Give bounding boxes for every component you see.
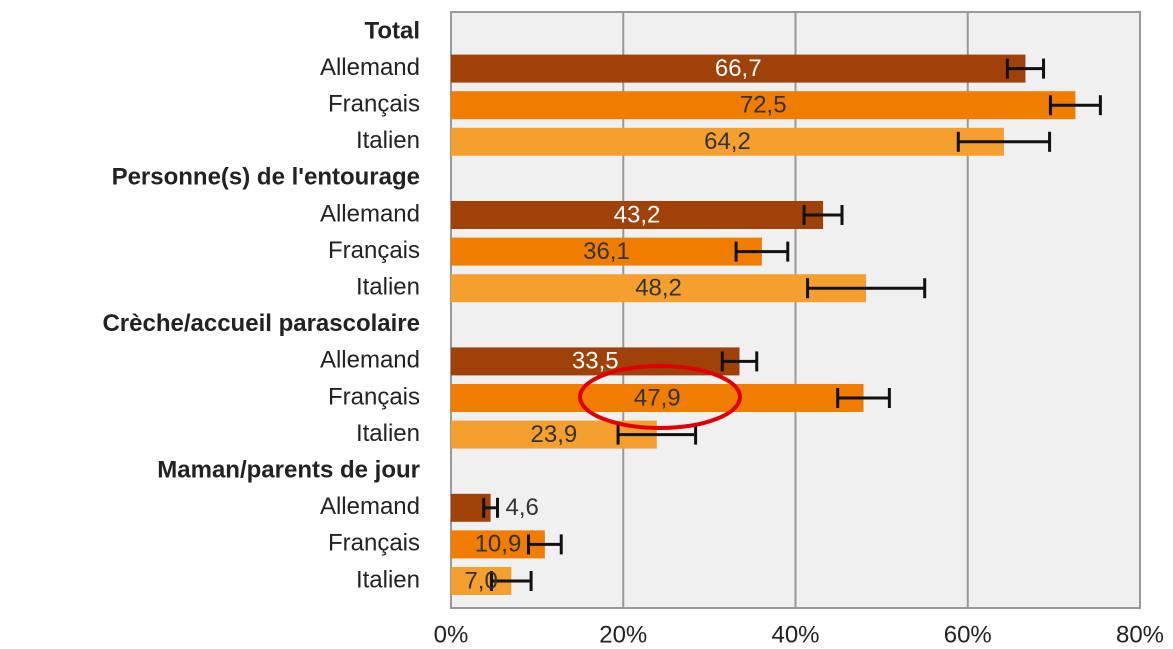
group-label: Total bbox=[364, 17, 420, 44]
group-label: Personne(s) de l'entourage bbox=[112, 164, 420, 191]
value-label: 72,5 bbox=[740, 92, 787, 119]
row-label: Italien bbox=[356, 566, 420, 593]
x-tick-label: 60% bbox=[944, 621, 992, 648]
x-tick-label: 80% bbox=[1116, 621, 1164, 648]
annotation-circle bbox=[578, 364, 742, 430]
bar bbox=[451, 237, 762, 266]
row-label: Allemand bbox=[320, 200, 420, 227]
group-label: Crèche/accueil parascolaire bbox=[102, 310, 420, 337]
row-label: Allemand bbox=[320, 54, 420, 81]
value-label: 48,2 bbox=[635, 275, 682, 302]
row-label: Français bbox=[328, 530, 420, 557]
value-label: 10,9 bbox=[475, 531, 522, 558]
value-label: 47,9 bbox=[634, 384, 681, 411]
value-label: 36,1 bbox=[583, 238, 630, 265]
value-label: 33,5 bbox=[572, 348, 619, 375]
bar bbox=[451, 201, 824, 229]
group-label: Maman/parents de jour bbox=[157, 457, 420, 484]
x-tick-label: 0% bbox=[434, 621, 469, 648]
bar bbox=[451, 384, 864, 412]
row-label: Italien bbox=[356, 420, 420, 447]
row-label: Italien bbox=[356, 274, 420, 301]
row-label: Allemand bbox=[320, 493, 420, 520]
row-label: Allemand bbox=[320, 347, 420, 374]
bar bbox=[451, 127, 1004, 156]
value-label: 23,9 bbox=[531, 421, 578, 448]
value-label: 4,6 bbox=[506, 494, 539, 521]
row-label: Français bbox=[328, 237, 420, 264]
row-label: Français bbox=[328, 383, 420, 410]
bar bbox=[451, 274, 867, 303]
bar bbox=[451, 347, 740, 376]
value-label: 43,2 bbox=[614, 201, 661, 228]
row-label: Français bbox=[328, 91, 420, 118]
value-label: 66,7 bbox=[715, 55, 762, 82]
row-label: Italien bbox=[356, 127, 420, 154]
x-tick-label: 20% bbox=[599, 621, 647, 648]
x-tick-label: 40% bbox=[771, 621, 819, 648]
bar bbox=[451, 54, 1026, 83]
value-label: 64,2 bbox=[704, 128, 751, 155]
bar bbox=[451, 91, 1076, 120]
value-label: 7,0 bbox=[464, 567, 497, 594]
